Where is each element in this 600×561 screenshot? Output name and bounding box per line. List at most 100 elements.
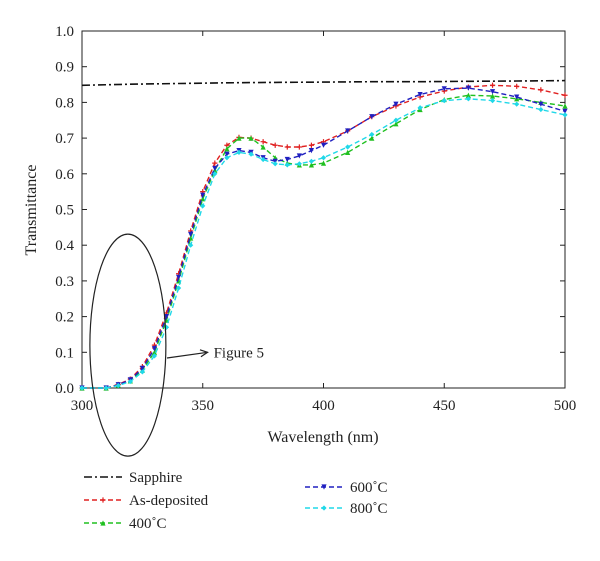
data-point — [489, 98, 496, 104]
legend-item-3: 600˚C — [305, 480, 388, 496]
data-point — [127, 378, 133, 385]
data-point — [200, 203, 206, 209]
y-tick-label: 0.1 — [55, 345, 74, 361]
data-point — [296, 153, 302, 159]
legend-marker — [100, 520, 106, 526]
data-point — [562, 92, 568, 98]
data-point — [308, 142, 315, 148]
data-point — [79, 385, 85, 391]
data-point — [441, 98, 447, 104]
series-line — [81, 79, 566, 87]
data-point — [369, 114, 375, 120]
data-point — [393, 101, 399, 107]
x-axis-ticks: 300 350 400 450 500 — [71, 31, 577, 414]
data-point — [188, 231, 194, 238]
data-point — [139, 365, 145, 371]
legend-label: 600˚C — [350, 480, 388, 496]
legend-marker — [321, 484, 327, 490]
data-point — [236, 149, 242, 155]
data-point — [151, 349, 158, 355]
data-point — [260, 139, 266, 145]
y-axis-label: Transmittance — [23, 165, 40, 256]
data-point — [417, 91, 423, 98]
data-point — [320, 160, 327, 166]
series-line — [82, 94, 566, 389]
x-tick-label: 300 — [71, 398, 94, 414]
data-point — [176, 285, 182, 291]
data-point — [369, 135, 375, 141]
data-point — [260, 156, 266, 163]
annotation-label: Figure 5 — [214, 345, 264, 361]
data-point — [224, 151, 230, 157]
data-point — [236, 135, 242, 141]
data-point — [200, 192, 206, 198]
data-point — [345, 144, 351, 150]
data-point — [465, 85, 471, 91]
y-tick-label: 0.5 — [55, 203, 74, 219]
data-point — [308, 162, 315, 168]
data-point — [284, 144, 290, 150]
data-point — [538, 106, 544, 113]
x-axis-label: Wavelength (nm) — [267, 429, 378, 446]
data-point — [465, 96, 471, 102]
series-2 — [79, 92, 568, 391]
data-point — [151, 346, 158, 352]
legend: Sapphire As-deposited 400˚C 600˚C 800˚C — [84, 470, 388, 532]
legend-marker — [321, 505, 327, 511]
data-point — [248, 151, 254, 157]
series-layer — [79, 79, 568, 391]
y-axis-ticks: 0.0 0.1 0.2 0.3 0.4 0.5 0.6 0.7 0.8 0.9 1.0 — [55, 24, 565, 397]
y-tick-label: 1.0 — [55, 24, 74, 40]
y-tick-label: 0.8 — [55, 95, 74, 111]
data-point — [151, 353, 158, 359]
y-tick-label: 0.2 — [55, 310, 74, 326]
annotation-arrow — [166, 351, 208, 359]
data-point — [188, 242, 194, 248]
data-point — [139, 369, 145, 375]
data-point — [212, 171, 218, 177]
data-point — [212, 160, 218, 166]
y-tick-label: 0.4 — [55, 238, 74, 254]
series-line — [82, 98, 566, 389]
data-point — [248, 135, 254, 141]
data-point — [345, 128, 351, 134]
annotation-arrowhead — [199, 349, 209, 358]
data-point — [369, 131, 375, 138]
data-point — [514, 101, 520, 107]
data-point — [284, 156, 290, 163]
series-3 — [79, 85, 568, 391]
data-point — [538, 101, 544, 107]
data-point — [562, 103, 568, 109]
data-point — [272, 161, 278, 167]
data-point — [562, 112, 568, 118]
y-tick-label: 0.0 — [55, 381, 74, 397]
data-point — [224, 155, 230, 161]
data-point — [514, 94, 520, 100]
data-point — [320, 155, 327, 161]
data-point — [284, 162, 290, 168]
x-tick-label: 450 — [433, 398, 456, 414]
data-point — [562, 108, 568, 114]
data-point — [163, 314, 170, 320]
data-point — [224, 146, 230, 152]
legend-label: Sapphire — [129, 470, 183, 486]
data-point — [103, 385, 109, 391]
data-point — [296, 144, 302, 150]
data-point — [489, 89, 496, 95]
data-point — [393, 117, 399, 123]
y-tick-label: 0.3 — [55, 274, 74, 290]
x-tick-label: 500 — [554, 398, 577, 414]
data-point — [514, 83, 520, 89]
legend-label: 800˚C — [350, 501, 388, 517]
data-point — [345, 149, 351, 155]
x-tick-label: 400 — [312, 398, 335, 414]
y-tick-label: 0.7 — [55, 131, 74, 147]
data-point — [393, 121, 399, 127]
legend-item-1: As-deposited — [84, 493, 209, 509]
data-point — [260, 144, 266, 150]
data-point — [489, 93, 496, 99]
data-point — [115, 382, 121, 389]
y-tick-label: 0.9 — [55, 60, 74, 76]
series-1 — [79, 82, 568, 391]
